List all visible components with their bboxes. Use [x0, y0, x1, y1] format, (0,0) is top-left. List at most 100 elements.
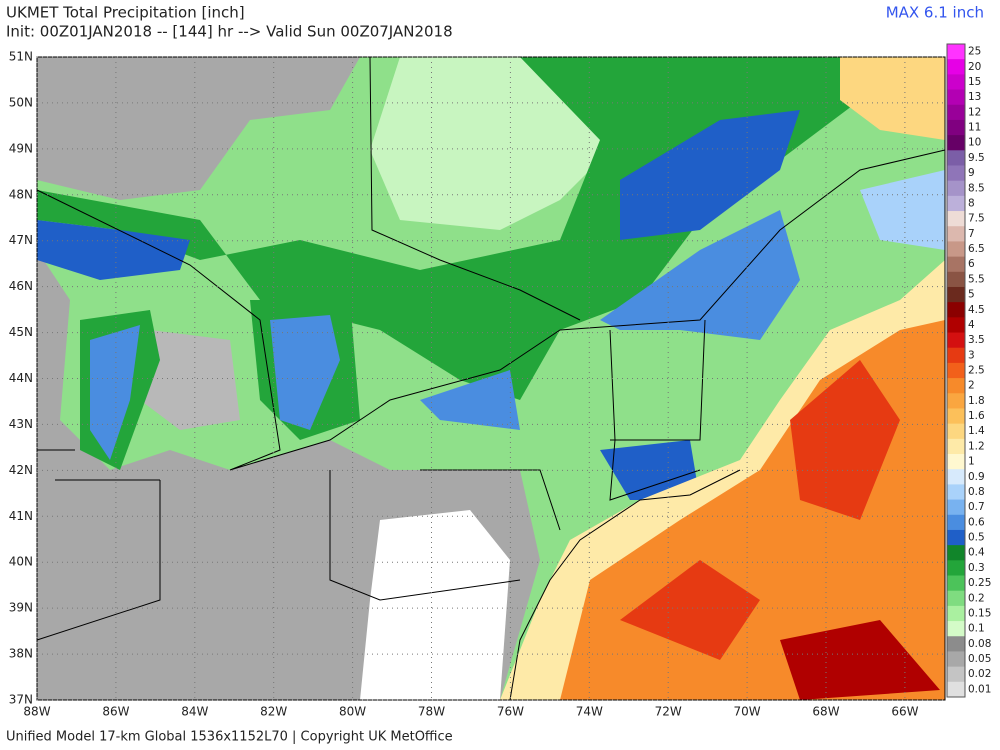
- lon-label: 66W: [891, 705, 918, 719]
- colorbar-label: 8: [968, 197, 975, 209]
- colorbar-label: 5.5: [968, 273, 985, 285]
- colorbar-swatch: [947, 469, 965, 485]
- lon-label: 86W: [102, 705, 129, 719]
- lat-label: 46N: [9, 279, 33, 293]
- colorbar-label: 20: [968, 61, 981, 73]
- lat-label: 47N: [9, 233, 33, 247]
- colorbar-swatch: [947, 286, 965, 303]
- colorbar-label: 11: [968, 122, 981, 134]
- lat-label: 42N: [9, 463, 33, 477]
- colorbar-label: 0.05: [968, 653, 991, 665]
- colorbar-swatch: [947, 89, 965, 106]
- colorbar-swatch: [947, 529, 965, 546]
- colorbar-label: 0.15: [968, 607, 991, 619]
- colorbar-label: 6.5: [968, 243, 985, 255]
- lon-label: 84W: [181, 705, 208, 719]
- lon-label: 76W: [497, 705, 524, 719]
- lat-label: 44N: [9, 371, 33, 385]
- colorbar-label: 0.9: [968, 471, 985, 483]
- colorbar-swatch: [947, 195, 965, 212]
- lat-label: 41N: [9, 509, 33, 523]
- colorbar-label: 9: [968, 167, 975, 179]
- colorbar-swatch: [947, 499, 965, 516]
- colorbar-swatch: [947, 211, 965, 227]
- colorbar-label: 7: [968, 228, 975, 240]
- colorbar-swatch: [947, 408, 965, 425]
- lat-label: 43N: [9, 417, 33, 431]
- lon-label: 68W: [812, 705, 839, 719]
- lon-label: 70W: [734, 705, 761, 719]
- lon-label: 72W: [655, 705, 682, 719]
- lon-label: 80W: [339, 705, 366, 719]
- colorbar-label: 25: [968, 46, 981, 58]
- colorbar-label: 12: [968, 106, 981, 118]
- colorbar-label: 0.5: [968, 532, 985, 544]
- colorbar-label: 8.5: [968, 182, 985, 194]
- lat-label: 49N: [9, 141, 33, 155]
- colorbar-swatch: [947, 347, 965, 364]
- colorbar-label: 2.5: [968, 365, 985, 377]
- colorbar-label: 0.3: [968, 562, 985, 574]
- lon-label: 78W: [418, 705, 445, 719]
- lon-label: 82W: [260, 705, 287, 719]
- colorbar-label: 0.01: [968, 683, 991, 695]
- colorbar-label: 4: [968, 319, 975, 331]
- title: UKMET Total Precipitation [inch]: [6, 4, 245, 22]
- colorbar-label: 1.8: [968, 395, 985, 407]
- colorbar-swatch: [947, 651, 965, 668]
- colorbar-label: 0.6: [968, 516, 985, 528]
- colorbar-label: 0.1: [968, 623, 985, 635]
- colorbar-swatch: [947, 59, 965, 75]
- colorbar-swatch: [947, 150, 965, 166]
- colorbar-frame: [946, 43, 966, 698]
- colorbar-label: 0.7: [968, 501, 985, 513]
- colorbar-swatch: [947, 104, 965, 121]
- colorbar-swatch: [947, 560, 965, 577]
- footer: Unified Model 17-km Global 1536x1152L70 …: [6, 730, 453, 745]
- colorbar-label: 4.5: [968, 304, 985, 316]
- colorbar-swatch: [947, 575, 965, 592]
- lat-label: 40N: [9, 555, 33, 569]
- colorbar-label: 0.02: [968, 668, 991, 680]
- precip-field: [37, 57, 945, 700]
- colorbar-swatch: [947, 165, 965, 182]
- colorbar-label: 7.5: [968, 213, 985, 225]
- colorbar-swatch: [947, 271, 965, 288]
- colorbar-label: 1.4: [968, 425, 985, 437]
- colorbar-label: 1.2: [968, 440, 985, 452]
- colorbar-swatch: [947, 454, 965, 470]
- colorbar-swatch: [947, 621, 965, 637]
- colorbar-swatch: [947, 135, 965, 151]
- colorbar-swatch: [947, 378, 965, 394]
- colorbar-swatch: [947, 44, 965, 60]
- colorbar-label: 2: [968, 380, 975, 392]
- lat-label: 39N: [9, 601, 33, 615]
- colorbar-label: 13: [968, 91, 981, 103]
- colorbar-label: 5: [968, 289, 975, 301]
- lat-label: 37N: [9, 693, 33, 707]
- colorbar-label: 1: [968, 456, 975, 468]
- colorbar-swatch: [947, 362, 965, 379]
- colorbar-swatch: [947, 484, 965, 501]
- lon-label: 88W: [23, 705, 50, 719]
- max-label: MAX 6.1 inch: [886, 4, 984, 22]
- colorbar-swatch: [947, 332, 965, 349]
- colorbar-label: 6: [968, 258, 975, 270]
- colorbar-swatch: [947, 423, 965, 440]
- colorbar-swatch: [947, 393, 965, 409]
- colorbar-swatch: [947, 681, 965, 698]
- colorbar-swatch: [947, 302, 965, 318]
- colorbar-label: 15: [968, 76, 981, 88]
- colorbar-label: 0.8: [968, 486, 985, 498]
- lon-label: 74W: [576, 705, 603, 719]
- colorbar-swatch: [947, 241, 965, 258]
- colorbar-swatch: [947, 636, 965, 652]
- lat-label: 38N: [9, 647, 33, 661]
- colorbar-swatch: [947, 545, 965, 561]
- colorbar-label: 0.25: [968, 577, 991, 589]
- colorbar-label: 0.4: [968, 547, 985, 559]
- colorbar-label: 10: [968, 137, 981, 149]
- colorbar-swatch: [947, 590, 965, 607]
- colorbar-swatch: [947, 666, 965, 683]
